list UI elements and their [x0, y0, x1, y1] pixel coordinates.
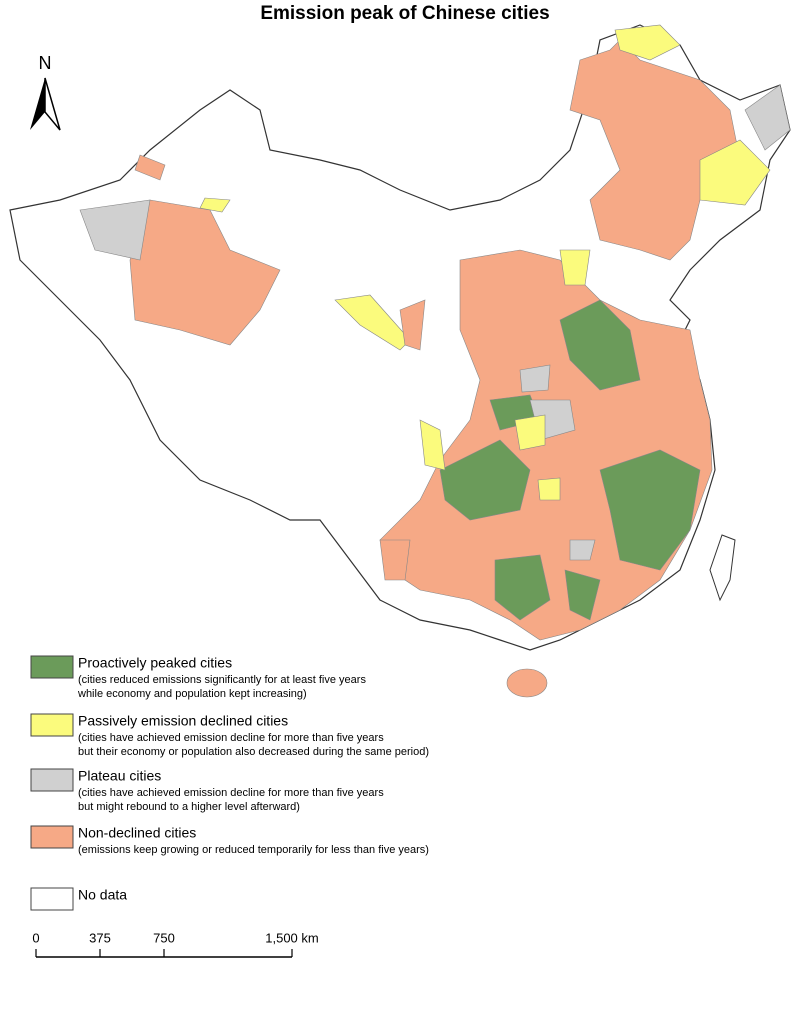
legend-description: while economy and population kept increa… [77, 688, 307, 700]
map-shapes [9, 24, 791, 698]
legend-description: (cities reduced emissions significantly … [78, 674, 366, 686]
legend-description: but their economy or population also dec… [78, 746, 429, 758]
legend-swatch [30, 825, 74, 849]
scale-label: 1,500 km [265, 930, 318, 945]
legend-swatch [30, 887, 74, 911]
map-title: Emission peak of Chinese cities [260, 3, 549, 24]
legend-label: No data [78, 887, 127, 903]
legend-swatch [30, 655, 74, 679]
legend-description: but might rebound to a higher level afte… [78, 801, 300, 813]
legend-description: (cities have achieved emission decline f… [78, 732, 384, 744]
legend-description: (emissions keep growing or reduced tempo… [78, 844, 429, 856]
legend-swatch [30, 713, 74, 737]
legend-swatch [30, 768, 74, 792]
legend-label: Non-declined cities [78, 825, 196, 841]
legend-label: Passively emission declined cities [78, 713, 288, 729]
scale-label: 0 [32, 930, 39, 945]
scale-label: 750 [153, 930, 175, 945]
legend-label: Proactively peaked cities [78, 655, 232, 671]
scale-label: 375 [89, 930, 111, 945]
north-arrow [30, 77, 61, 131]
legend-label: Plateau cities [78, 768, 161, 784]
legend-description: (cities have achieved emission decline f… [78, 787, 384, 799]
north-label: N [39, 53, 52, 73]
